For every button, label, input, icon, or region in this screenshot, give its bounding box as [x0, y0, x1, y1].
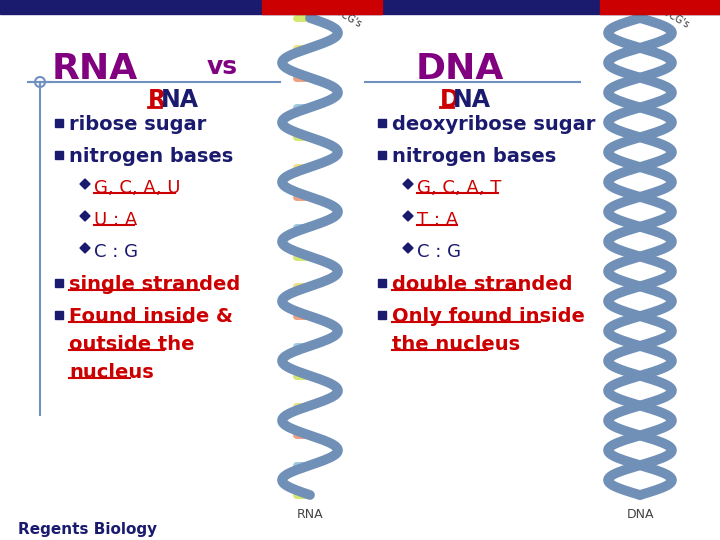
Bar: [378, 151, 386, 159]
Text: C : G: C : G: [94, 243, 138, 261]
Bar: [262, 0, 382, 14]
Polygon shape: [403, 179, 413, 189]
Text: nitrogen bases: nitrogen bases: [392, 147, 557, 166]
Text: double stranded: double stranded: [392, 275, 572, 294]
Text: NA: NA: [453, 88, 491, 112]
Text: vs: vs: [207, 55, 238, 79]
Text: AUCG's: AUCG's: [328, 4, 364, 30]
Text: DNA: DNA: [626, 508, 654, 521]
Text: C : G: C : G: [417, 243, 461, 261]
Polygon shape: [80, 243, 90, 253]
Bar: [55, 279, 63, 287]
Text: ATCG's: ATCG's: [658, 5, 692, 30]
Bar: [378, 119, 386, 127]
Bar: [55, 151, 63, 159]
Text: nucleus: nucleus: [69, 363, 154, 382]
Bar: [55, 311, 63, 319]
Text: RNA: RNA: [297, 508, 323, 521]
Text: single stranded: single stranded: [69, 275, 240, 294]
Text: R: R: [148, 88, 166, 112]
Polygon shape: [403, 243, 413, 253]
Polygon shape: [403, 211, 413, 221]
Text: DNA: DNA: [416, 52, 504, 86]
Polygon shape: [80, 179, 90, 189]
Text: Regents Biology: Regents Biology: [18, 522, 157, 537]
Text: G, C, A, U: G, C, A, U: [94, 179, 181, 197]
Text: D: D: [440, 88, 459, 112]
Polygon shape: [80, 211, 90, 221]
Text: deoxyribose sugar: deoxyribose sugar: [392, 115, 595, 134]
Text: U : A: U : A: [94, 211, 138, 229]
Text: Only found inside: Only found inside: [392, 307, 585, 326]
Bar: [378, 311, 386, 319]
Bar: [600, 0, 720, 14]
Text: T : A: T : A: [417, 211, 458, 229]
Bar: [55, 119, 63, 127]
Text: Found inside &: Found inside &: [69, 307, 233, 326]
Text: outside the: outside the: [69, 335, 194, 354]
Text: the nucleus: the nucleus: [392, 335, 520, 354]
Bar: [378, 279, 386, 287]
Bar: [0, 0, 720, 14]
Text: G, C, A, T: G, C, A, T: [417, 179, 501, 197]
Text: nitrogen bases: nitrogen bases: [69, 147, 233, 166]
Text: NA: NA: [161, 88, 199, 112]
Text: ribose sugar: ribose sugar: [69, 115, 206, 134]
Text: RNA: RNA: [52, 52, 138, 86]
